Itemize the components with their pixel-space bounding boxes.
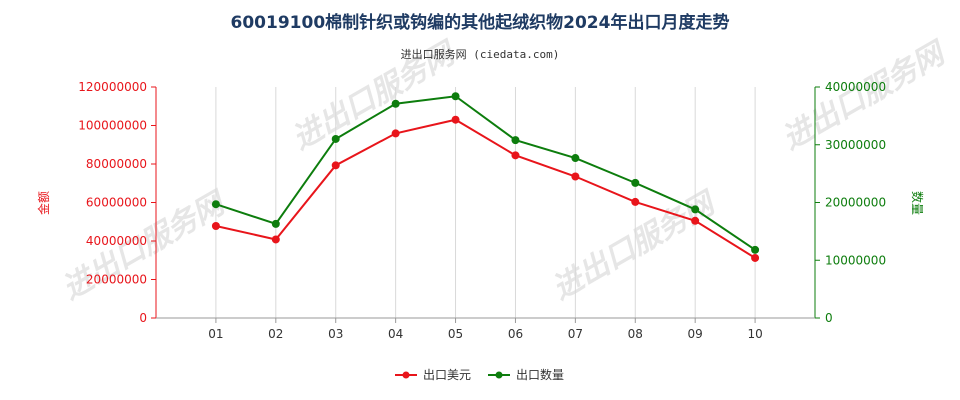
- x-tick-label: 08: [628, 327, 643, 341]
- y-right-tick-label: 40000000: [825, 80, 886, 94]
- ticks: 0 20000000 40000000 60000000 80000000 1000000…: [78, 80, 886, 341]
- x-tick-label: 02: [268, 327, 283, 341]
- series-1-point: [391, 129, 400, 138]
- legend[interactable]: 出口美元 出口数量: [395, 367, 564, 382]
- y-axis-right-label: 数量: [910, 191, 925, 215]
- x-tick-label: 07: [568, 327, 583, 341]
- y-left-tick-label: 60000000: [86, 196, 147, 210]
- series-2-point: [691, 205, 700, 214]
- x-tick-label: 10: [747, 327, 762, 341]
- y-left-tick-label: 120000000: [78, 80, 147, 94]
- series-2-point: [751, 245, 760, 254]
- y-right-tick-label: 20000000: [825, 196, 886, 210]
- y-left-tick-label: 80000000: [86, 157, 147, 171]
- y-right-tick-label: 30000000: [825, 138, 886, 152]
- series-1-point: [511, 151, 520, 160]
- series-2-point: [271, 219, 280, 228]
- y-left-tick-label: 100000000: [78, 119, 147, 133]
- legend-marker-1: [402, 371, 410, 379]
- y-left-tick-label: 0: [139, 311, 147, 325]
- y-left-tick-label: 20000000: [86, 273, 147, 287]
- x-tick-label: 03: [328, 327, 343, 341]
- x-tick-label: 01: [208, 327, 223, 341]
- y-left-tick-label: 40000000: [86, 234, 147, 248]
- series-2-point: [571, 154, 580, 163]
- legend-label-2: 出口数量: [516, 367, 564, 382]
- y-axis-left-label: 金额: [36, 191, 51, 215]
- series-line-1: [215, 118, 756, 259]
- series-2-point: [511, 136, 520, 145]
- series-2-point: [391, 99, 400, 108]
- x-tick-label: 04: [388, 327, 403, 341]
- legend-label-1: 出口美元: [423, 368, 471, 382]
- series-1-point: [451, 115, 460, 124]
- x-tick-label: 09: [688, 327, 703, 341]
- series-1-point: [211, 221, 220, 230]
- series-1-point: [751, 253, 760, 262]
- y-right-tick-label: 10000000: [825, 253, 886, 267]
- legend-marker-2: [495, 371, 503, 379]
- series-1-point: [631, 197, 640, 206]
- grid: [155, 87, 816, 318]
- series-2-point: [451, 92, 460, 101]
- series-1-point: [271, 235, 280, 244]
- series-line-2: [215, 95, 756, 251]
- axes: [155, 87, 816, 319]
- x-tick-label: 06: [508, 327, 523, 341]
- series-2-point: [211, 200, 220, 209]
- chart-title: 60019100棉制针织或钩编的其他起绒织物2024年出口月度走势: [231, 12, 730, 33]
- series: [211, 92, 760, 262]
- series-2-point: [331, 134, 340, 143]
- x-tick-label: 05: [448, 327, 463, 341]
- series-1-point: [571, 172, 580, 181]
- series-1-point: [691, 216, 700, 225]
- chart-subtitle: 进出口服务网 (ciedata.com): [401, 47, 560, 61]
- series-2-point: [631, 178, 640, 187]
- y-right-tick-label: 0: [825, 311, 833, 325]
- series-1-point: [331, 161, 340, 170]
